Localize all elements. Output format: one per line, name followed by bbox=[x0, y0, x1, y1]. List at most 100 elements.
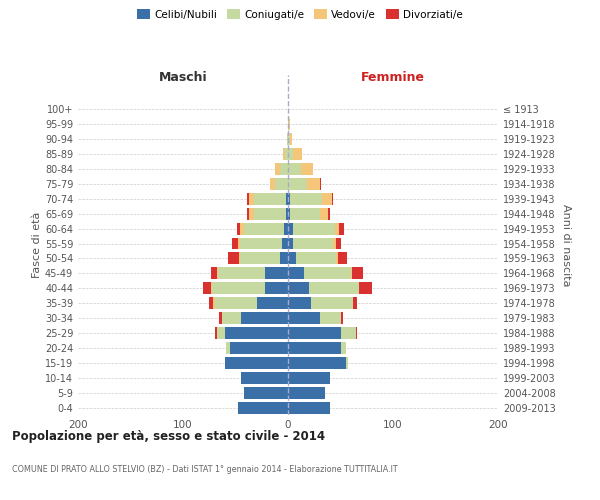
Text: Femmine: Femmine bbox=[361, 71, 425, 84]
Bar bbox=[265, 268, 288, 280]
Bar bbox=[290, 208, 320, 220]
Bar bbox=[288, 238, 293, 250]
Bar bbox=[236, 222, 240, 234]
Bar bbox=[351, 268, 352, 280]
Bar bbox=[304, 268, 351, 280]
Text: Popolazione per età, sesso e stato civile - 2014: Popolazione per età, sesso e stato civil… bbox=[12, 430, 325, 443]
Bar bbox=[286, 208, 288, 220]
Bar bbox=[225, 327, 288, 339]
Bar bbox=[346, 357, 348, 369]
Bar bbox=[247, 193, 249, 204]
Bar bbox=[265, 282, 288, 294]
Y-axis label: Anni di nascita: Anni di nascita bbox=[561, 204, 571, 286]
Bar bbox=[293, 238, 333, 250]
Text: Maschi: Maschi bbox=[158, 71, 208, 84]
Bar bbox=[288, 342, 341, 354]
Bar bbox=[353, 297, 358, 309]
Bar bbox=[282, 238, 288, 250]
Bar bbox=[211, 282, 212, 294]
Bar bbox=[240, 252, 280, 264]
Bar bbox=[228, 252, 239, 264]
Bar bbox=[309, 282, 359, 294]
Bar bbox=[322, 193, 332, 204]
Bar bbox=[284, 222, 288, 234]
Legend: Celibi/Nubili, Coniugati/e, Vedovi/e, Divorziati/e: Celibi/Nubili, Coniugati/e, Vedovi/e, Di… bbox=[133, 5, 467, 24]
Bar bbox=[338, 252, 347, 264]
Bar bbox=[280, 163, 288, 175]
Bar bbox=[288, 402, 330, 413]
Bar bbox=[288, 118, 289, 130]
Bar bbox=[238, 238, 240, 250]
Bar bbox=[215, 297, 257, 309]
Bar bbox=[241, 372, 288, 384]
Bar bbox=[249, 193, 254, 204]
Bar bbox=[249, 208, 254, 220]
Bar bbox=[226, 342, 230, 354]
Bar bbox=[288, 327, 341, 339]
Bar bbox=[288, 252, 296, 264]
Bar bbox=[288, 163, 301, 175]
Bar bbox=[356, 327, 358, 339]
Bar bbox=[222, 312, 241, 324]
Bar bbox=[288, 268, 304, 280]
Bar bbox=[332, 193, 333, 204]
Bar bbox=[241, 312, 288, 324]
Bar bbox=[203, 282, 211, 294]
Bar bbox=[275, 178, 288, 190]
Bar bbox=[288, 357, 346, 369]
Bar bbox=[288, 386, 325, 398]
Bar bbox=[293, 222, 335, 234]
Bar bbox=[215, 327, 217, 339]
Bar bbox=[230, 342, 288, 354]
Bar bbox=[288, 133, 290, 145]
Bar bbox=[244, 386, 288, 398]
Bar bbox=[288, 193, 290, 204]
Bar bbox=[288, 372, 330, 384]
Bar bbox=[340, 222, 344, 234]
Bar bbox=[275, 163, 280, 175]
Bar bbox=[320, 312, 341, 324]
Bar bbox=[218, 268, 265, 280]
Bar bbox=[214, 297, 215, 309]
Bar bbox=[254, 193, 286, 204]
Bar bbox=[225, 357, 288, 369]
Bar bbox=[212, 282, 265, 294]
Bar bbox=[217, 268, 218, 280]
Bar bbox=[333, 238, 337, 250]
Bar bbox=[218, 312, 222, 324]
Y-axis label: Fasce di età: Fasce di età bbox=[32, 212, 42, 278]
Bar bbox=[240, 222, 244, 234]
Bar bbox=[288, 312, 320, 324]
Bar bbox=[359, 282, 372, 294]
Bar bbox=[288, 178, 307, 190]
Bar bbox=[239, 252, 240, 264]
Bar bbox=[290, 193, 322, 204]
Bar bbox=[254, 208, 286, 220]
Bar bbox=[209, 297, 214, 309]
Bar bbox=[311, 297, 353, 309]
Bar bbox=[240, 238, 282, 250]
Bar bbox=[217, 327, 225, 339]
Bar bbox=[211, 268, 217, 280]
Bar bbox=[288, 282, 309, 294]
Bar bbox=[320, 208, 328, 220]
Bar bbox=[288, 148, 293, 160]
Bar bbox=[290, 133, 292, 145]
Bar bbox=[288, 297, 311, 309]
Bar bbox=[352, 268, 362, 280]
Bar bbox=[293, 148, 302, 160]
Bar bbox=[301, 163, 313, 175]
Bar bbox=[280, 252, 288, 264]
Bar bbox=[341, 342, 346, 354]
Bar bbox=[335, 222, 340, 234]
Bar bbox=[238, 402, 288, 413]
Bar bbox=[288, 222, 293, 234]
Bar bbox=[232, 238, 238, 250]
Bar bbox=[287, 133, 288, 145]
Bar bbox=[307, 178, 320, 190]
Bar bbox=[341, 327, 356, 339]
Bar bbox=[288, 208, 290, 220]
Bar bbox=[283, 148, 285, 160]
Bar bbox=[244, 222, 284, 234]
Bar bbox=[270, 178, 275, 190]
